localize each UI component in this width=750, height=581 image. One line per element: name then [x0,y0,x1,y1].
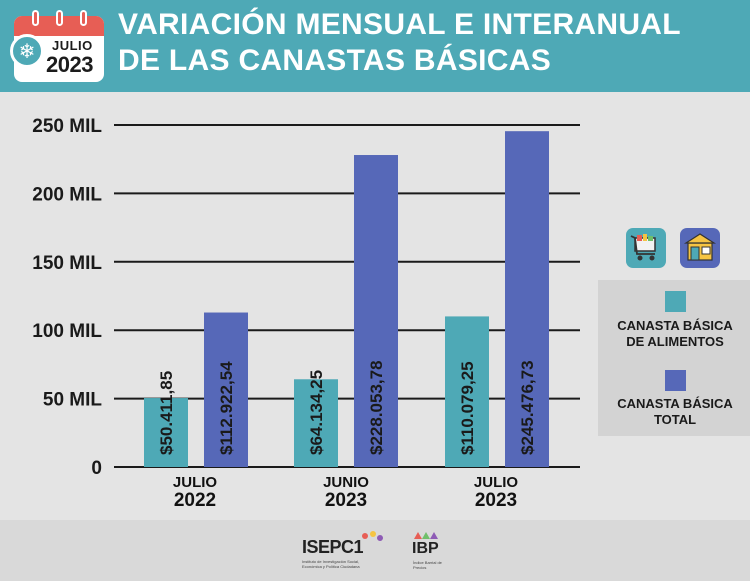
bar-alimentos [294,379,338,467]
y-tick-label: 100 MIL [32,321,102,342]
isepci-logo: ISEPC1 Instituto de Investigación Social… [302,531,383,573]
bar-value-label: $50.411,85 [157,371,176,455]
x-label-1: JULIO 2022 [135,474,255,511]
x-label-month: JUNIO [323,474,369,491]
bar-total [354,155,398,467]
y-tick-label: 0 [91,458,102,479]
header-banner: ❄ JULIO 2023 VARIACIÓN MENSUAL E INTERAN… [0,0,750,92]
logo1-subtitle: Instituto de Investigación Social, Econó… [302,559,360,569]
x-label-2: JUNIO 2023 [286,474,406,511]
logo2-subtitle: Índice Barrial de Precios [413,560,442,570]
bar-value-label: $228.053,78 [367,360,386,455]
footer [0,520,750,581]
ibp-logo: IBP Índice Barrial de Precios [412,532,452,574]
bar-total [204,312,248,467]
bar-value-label: $245.476,73 [518,360,537,455]
y-tick-label: 50 MIL [43,390,103,411]
bar-value-label: $112.922,54 [217,361,236,455]
bar-alimentos [144,398,188,467]
legend-swatch-total [665,370,686,391]
x-label-year: 2023 [324,490,368,511]
storefront-icon [680,228,720,268]
y-tick-label: 250 MIL [32,116,102,137]
y-tick-label: 200 MIL [32,184,102,205]
y-tick-label: 150 MIL [32,253,102,274]
logo1-name: ISEPC [302,537,354,557]
x-label-month: JULIO [473,474,519,491]
bar-value-label: $110.079,25 [458,361,477,455]
x-label-year: 2023 [474,490,518,511]
x-label-month: JULIO [172,474,218,491]
page-title-line2: DE LAS CANASTAS BÁSICAS [118,44,552,77]
logo1-suffix: 1 [353,537,364,557]
calendar-icon: ❄ JULIO 2023 [10,8,106,82]
bar-alimentos [445,316,489,467]
shopping-cart-icon [626,228,666,268]
legend-label-alimentos: CANASTA BÁSICA DE ALIMENTOS [617,318,733,349]
legend-swatch-alimentos [665,291,686,312]
bar-chart: 0 50 MIL 100 MIL 150 MIL 200 MIL 250 MIL $50.4… [32,116,580,479]
x-label-year: 2022 [173,490,217,511]
page-title-line1: VARIACIÓN MENSUAL E INTERANUAL [118,8,681,41]
calendar-month: JULIO [52,38,93,53]
legend-label-total: CANASTA BÁSICA TOTAL [617,396,733,427]
bar-total [505,131,549,467]
calendar-year: 2023 [46,52,93,77]
bar-value-label: $64.134,25 [307,370,326,455]
x-label-3: JULIO 2023 [436,474,556,511]
logo2-name: IBP [412,540,439,557]
snowflake-icon: ❄ [10,34,44,68]
